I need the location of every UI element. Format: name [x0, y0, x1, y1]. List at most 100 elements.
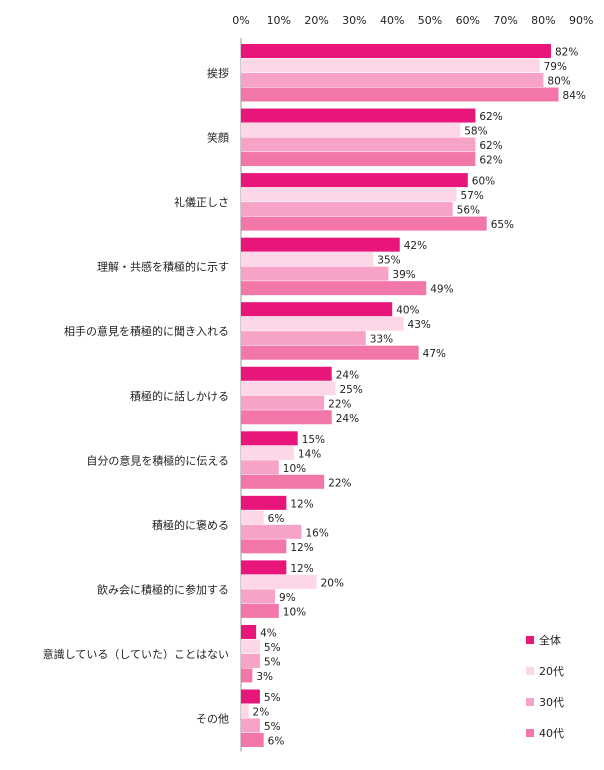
bar [241, 431, 298, 446]
data-label: 24% [336, 369, 359, 381]
data-label: 49% [430, 284, 453, 296]
legend-label: 全体 [539, 633, 561, 647]
data-label: 57% [460, 190, 483, 202]
data-label: 42% [404, 240, 427, 252]
bar [241, 266, 389, 281]
bar [241, 381, 336, 396]
data-label: 24% [336, 413, 359, 425]
x-tick-label: 10% [267, 14, 291, 27]
bar [241, 495, 287, 510]
data-label: 12% [290, 563, 313, 575]
x-tick-label: 40% [380, 14, 404, 27]
bar [241, 123, 461, 138]
category-labels: 挨拶笑顔礼儀正しさ理解・共感を積極的に示す相手の意見を積極的に聞き入れる積極的に… [43, 66, 229, 726]
bar [241, 152, 476, 167]
x-tick-label: 60% [456, 14, 480, 27]
bar [241, 560, 287, 575]
legend: 全体 20代 30代 40代 [526, 633, 564, 740]
data-label: 62% [479, 155, 502, 167]
legend-label: 40代 [539, 727, 564, 740]
bar [241, 58, 540, 73]
category-label: 積極的に褒める [152, 518, 229, 532]
data-label: 62% [479, 140, 502, 152]
x-tick-label: 70% [493, 14, 517, 27]
data-label: 35% [377, 255, 400, 267]
bar [241, 539, 287, 554]
data-label: 43% [408, 319, 431, 331]
category-label: 礼儀正しさ [174, 195, 229, 209]
data-label: 25% [340, 384, 363, 396]
legend-label: 20代 [539, 665, 564, 678]
bar [241, 345, 419, 360]
data-label: 22% [328, 477, 351, 489]
bar [241, 395, 325, 410]
data-label: 56% [457, 205, 480, 217]
bar [241, 202, 453, 217]
data-label: 4% [260, 627, 277, 639]
data-label: 65% [491, 219, 514, 231]
data-label: 5% [264, 656, 281, 668]
bar [241, 639, 260, 654]
bar [241, 689, 260, 704]
x-tick-label: 50% [418, 14, 442, 27]
x-tick-label: 0% [232, 14, 249, 27]
x-tick-label: 90% [569, 14, 593, 27]
data-label: 6% [268, 513, 285, 525]
bar [241, 173, 468, 188]
data-label: 12% [290, 498, 313, 510]
category-label: 笑顔 [207, 131, 229, 145]
data-label: 62% [479, 111, 502, 123]
category-label: 意識している（していた）ことはない [43, 647, 229, 661]
data-label: 16% [305, 527, 328, 539]
bar [241, 366, 332, 381]
legend-swatch [526, 729, 534, 737]
bar [241, 589, 276, 604]
data-label: 9% [279, 592, 296, 604]
bar [241, 237, 400, 252]
data-label: 5% [264, 692, 281, 704]
legend-swatch [526, 667, 534, 675]
data-label: 60% [472, 176, 495, 188]
bar [241, 733, 264, 747]
x-tick-label: 20% [304, 14, 328, 27]
bar [241, 187, 457, 202]
data-label: 6% [268, 736, 285, 748]
bar [241, 460, 279, 475]
bar [241, 216, 487, 231]
data-label: 3% [256, 671, 273, 683]
category-label: 挨拶 [207, 66, 229, 80]
bar [241, 108, 476, 123]
data-label: 15% [302, 434, 325, 446]
bar [241, 281, 427, 296]
bar [241, 510, 264, 525]
data-label: 20% [321, 577, 344, 589]
bar [241, 44, 551, 58]
data-label: 47% [423, 348, 446, 360]
category-label: 自分の意見を積極的に伝える [86, 453, 229, 467]
bar [241, 653, 260, 668]
legend-label: 30代 [539, 696, 564, 709]
data-label: 10% [283, 463, 306, 475]
data-label: 10% [283, 606, 306, 618]
bar [241, 302, 393, 317]
data-label: 5% [264, 721, 281, 733]
x-tick-label: 80% [531, 14, 555, 27]
x-tick-label: 30% [342, 14, 366, 27]
data-label: 82% [555, 47, 578, 59]
bar [241, 718, 260, 733]
data-label: 14% [298, 448, 321, 460]
legend-swatch [526, 698, 534, 706]
bar [241, 316, 404, 331]
bar [241, 624, 257, 639]
bar [241, 252, 374, 267]
data-label: 12% [290, 542, 313, 554]
category-label: 積極的に話しかける [130, 389, 229, 403]
category-label: 理解・共感を積極的に示す [97, 260, 229, 274]
data-label: 5% [264, 642, 281, 654]
data-label: 80% [547, 76, 570, 88]
data-label: 79% [544, 61, 567, 73]
bar [241, 668, 253, 683]
data-label: 22% [328, 398, 351, 410]
bar [241, 73, 544, 87]
